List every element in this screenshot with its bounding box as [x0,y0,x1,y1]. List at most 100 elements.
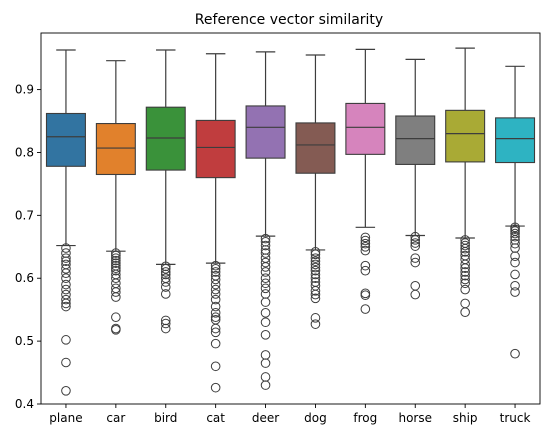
outlier-point [61,264,71,274]
box-group-ship [445,47,486,317]
outlier-point [260,289,271,299]
outlier-point [260,273,271,284]
outlier-point [410,289,421,300]
x-tick-label: dog [304,411,327,425]
outlier-point [160,277,171,287]
outlier-point [61,268,71,279]
outlier-point [410,238,421,248]
outlier-point [310,273,321,284]
box-group-bird [145,49,186,334]
y-tick-label: 0.4 [15,397,34,411]
x-tick-label: car [106,411,125,425]
outlier-point [61,385,71,396]
outlier-point [310,269,321,280]
outlier-point [61,243,71,253]
outlier-point [210,279,221,290]
outlier-point [111,312,121,323]
outlier-point [460,243,470,254]
iqr-box [345,102,386,155]
box-group-car [95,60,136,335]
outlier-point [61,294,71,305]
outlier-point [61,273,71,284]
outlier-point [61,284,71,295]
outlier-point [260,317,271,328]
outlier-point [310,319,321,329]
outlier-point [260,283,271,294]
outlier-point [260,233,271,244]
outlier-point [510,231,520,242]
outlier-point [360,238,371,249]
outlier-point [310,286,321,296]
outlier-point [260,380,271,390]
outlier-point [360,260,371,271]
outlier-point [260,350,271,360]
outlier-point [310,289,321,300]
outlier-point [510,257,520,268]
outlier-point [260,372,271,382]
outlier-point [460,274,470,285]
outlier-point [160,264,171,274]
outlier-point [310,247,321,257]
outlier-point [360,304,371,314]
outlier-point [410,241,421,251]
outlier-point [310,249,321,260]
iqr-box [495,117,536,164]
outlier-point [61,335,71,345]
outlier-point [360,265,371,276]
iqr-box [145,106,186,171]
outlier-point [260,308,271,318]
outlier-point [210,308,221,318]
box-group-horse [395,58,436,300]
outlier-point [61,248,71,258]
outlier-point [210,361,221,372]
outlier-point [111,253,121,263]
outlier-point [360,290,371,301]
outlier-point [460,278,470,289]
outlier-point [510,287,520,297]
outlier-point [160,282,171,292]
outlier-point [260,248,271,258]
outlier-point [460,263,470,273]
outlier-point [460,267,470,277]
outlier-point [510,269,520,280]
iqr-box [195,119,236,179]
outlier-point [111,250,121,261]
x-tick-label: ship [453,411,478,425]
outlier-point [111,292,121,302]
outlier-point [510,228,520,239]
box-group-dog [295,54,336,329]
box-group-plane [45,49,86,396]
outlier-point [111,263,121,273]
outlier-point [360,245,371,256]
outlier-point [160,269,171,280]
outlier-point [460,307,470,317]
plot-frame [40,32,541,405]
chart-title: Reference vector similarity [195,12,383,28]
outlier-point [410,235,421,245]
outlier-point [410,280,421,291]
outlier-point [310,293,321,304]
outlier-point [111,278,121,289]
outlier-point [61,289,71,300]
box-group-frog [345,48,386,314]
outlier-point [260,267,271,277]
outlier-point [260,358,271,368]
outlier-point [260,257,271,268]
outlier-point [410,253,421,263]
outlier-point [111,325,121,335]
x-tick-label: cat [206,411,225,425]
box-group-cat [195,53,236,393]
outlier-point [310,259,321,270]
outlier-point [210,382,221,393]
outlier-point [310,253,321,263]
outlier-point [260,262,271,272]
outlier-point [310,265,321,276]
outlier-point [111,269,121,280]
iqr-box [245,105,286,159]
outlier-point [460,298,470,309]
y-tick-label: 0.5 [15,334,34,348]
outlier-point [210,264,221,274]
x-tick-label: truck [500,411,531,425]
plot-area [45,47,536,396]
